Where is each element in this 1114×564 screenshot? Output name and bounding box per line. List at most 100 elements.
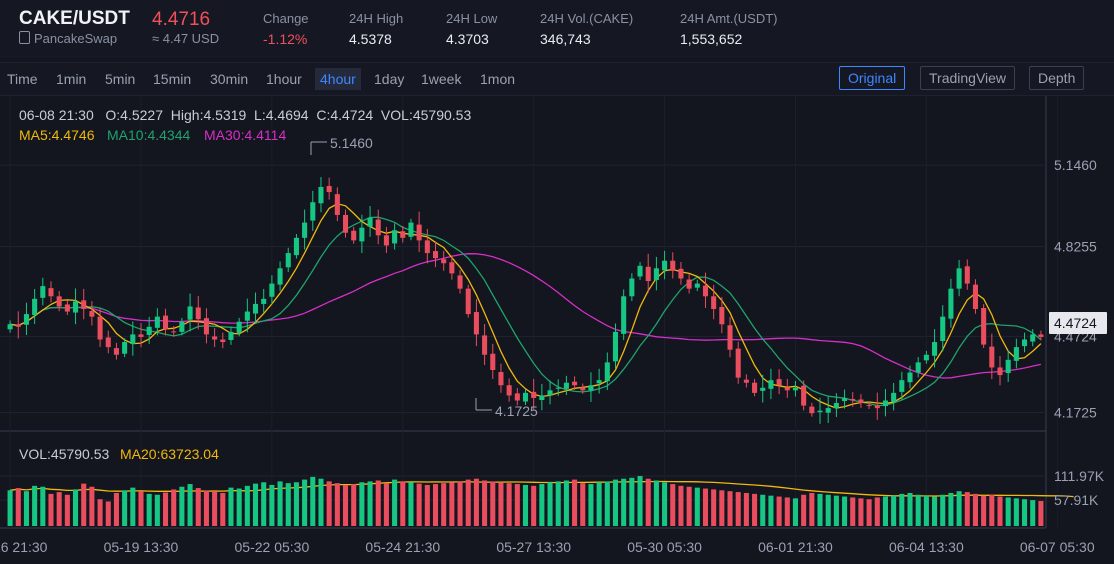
candle-body [146,326,152,335]
candle-body [1030,334,1036,342]
candle-body [228,331,234,341]
candle-body [907,372,913,383]
volume-bar [122,490,128,526]
pair-title[interactable]: CAKE/USDT [19,8,130,29]
volume-bar [809,492,815,526]
candle-body [588,385,594,391]
volume-bar [105,501,111,526]
volume-bar [473,478,479,526]
candle-body [923,354,929,361]
ma10-line [10,216,1042,407]
candle-body [482,335,488,355]
volume-bar [1038,501,1044,526]
time-tick-label: 06-07 05:30 [1020,539,1095,555]
candle-body [784,387,790,391]
candle-body [711,296,717,309]
candle-body [64,304,70,312]
candle-body [212,336,218,340]
volume-bar [351,484,357,526]
candle-body [825,408,831,413]
tab-time[interactable]: Time [7,71,38,87]
candle-body [252,303,259,314]
candle-body [375,219,381,236]
volume-bar [269,484,275,526]
tab-30min[interactable]: 30min [210,71,249,87]
volume-tick-label: 111.97K [1054,468,1105,484]
volume-bar [776,496,782,526]
volume-bar [833,495,839,526]
volume-bar [490,481,496,526]
volume-bar [375,480,381,526]
stat-24h-low: 24H Low 4.3703 [446,11,497,47]
tab-1min[interactable]: 1min [56,71,87,87]
tab-1week[interactable]: 1week [421,71,462,87]
volume-bar [252,483,259,526]
candle-body [367,217,373,227]
candle-body [1013,347,1019,361]
tab-4hour[interactable]: 4hour [315,68,361,90]
exchange-name: PancakeSwap [34,31,118,46]
view-original-button[interactable]: Original [839,66,906,90]
tab-15min[interactable]: 15min [153,71,192,87]
candle-body [416,224,422,241]
chart-axes: 5.1460 4.8255 4.4724 4.1725 111.97K 57.91K 05-… [0,157,1105,555]
volume-bar [432,484,439,526]
volume-bar [293,482,299,526]
stat-value: 346,743 [540,31,591,47]
candle-body [506,385,512,396]
candle-body [269,283,275,297]
price-chart[interactable]: 5.1460 4.8255 4.4724 4.1725 111.97K 57.91K 05-… [0,96,1114,564]
volume-bar [15,488,21,526]
tab-1day[interactable]: 1day [374,71,405,87]
tab-5min[interactable]: 5min [105,71,136,87]
volume-bar [719,490,725,526]
candle-body [645,266,651,282]
volume-bar [678,485,684,526]
stat-value: 4.5378 [349,31,392,47]
candle-body [97,316,103,340]
tab-1mon[interactable]: 1mon [480,71,516,87]
volume-bar [531,485,537,526]
candle-body [981,307,987,345]
time-tick-label: 05-24 21:30 [365,539,440,555]
candle-body [285,253,291,268]
candle-body [735,348,741,378]
candle-body [318,187,324,204]
volume-bar [858,498,864,526]
candle-body [915,362,921,373]
stat-24h-amt: 24H Amt.(USDT) 1,553,652 [680,11,778,47]
time-tick-label: 06-04 13:30 [889,539,964,555]
volume-bar [621,478,627,526]
candle-body [89,311,95,317]
volume-bar [743,492,749,526]
candle-body [236,321,242,333]
candle-body [392,230,398,244]
candle-body [187,306,193,320]
price-tag-box [1049,312,1107,334]
candle-body [138,334,144,337]
candle-body [768,380,774,389]
candle-body [73,301,79,313]
volume-bar [203,490,209,526]
view-depth-button[interactable]: Depth [1029,66,1085,90]
tab-1hour[interactable]: 1hour [266,71,302,87]
low-marker-label: 4.1725 [495,403,538,419]
last-price: 4.4716 [152,9,211,30]
volume-bar [56,492,62,526]
volume-ma20-line [10,480,1074,498]
view-tradingview-button[interactable]: TradingView [920,66,1016,90]
volume-bar [899,493,905,526]
volume-bar [1022,499,1028,526]
candle-body [760,387,766,391]
candle-body [833,403,839,409]
ma10-label: MA10:4.4344 [107,127,190,143]
volume-bar [727,491,733,526]
candle-body [113,348,119,355]
candle-body [473,312,479,335]
candle-body [612,331,619,362]
time-tick-label: 05-19 13:30 [104,539,179,555]
candle-body [817,410,823,413]
volume-ma-label: MA20:63723.04 [120,446,219,462]
candle-body [547,390,553,396]
volume-bar [842,496,848,526]
